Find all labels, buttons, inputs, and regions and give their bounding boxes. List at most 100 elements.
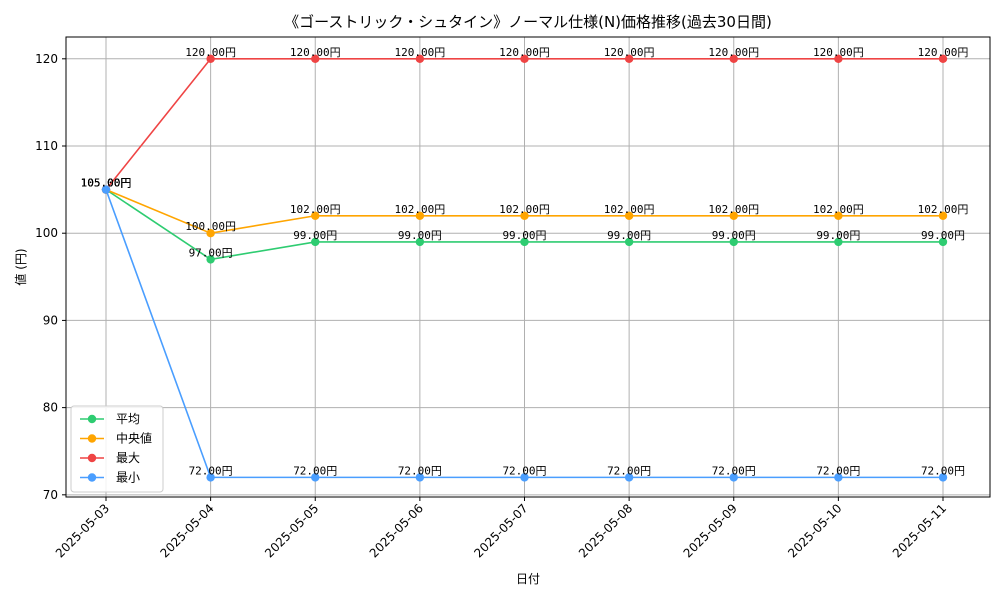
data-label: 99.00円: [502, 229, 546, 242]
y-tick-label: 90: [43, 313, 58, 327]
data-label: 120.00円: [813, 46, 864, 59]
data-point: [938, 473, 948, 482]
legend-box: [70, 405, 164, 493]
data-point: [834, 54, 843, 64]
legend-marker: [87, 473, 97, 482]
data-point: [729, 473, 738, 482]
y-tick-label: 70: [43, 488, 58, 502]
data-label: 99.00円: [816, 229, 860, 242]
data-labels: 105.00円 97.00円 99.00円 99.00円 99.00円 99.00円 99.…: [81, 46, 969, 478]
series-最小: [101, 185, 948, 482]
legend-label: 最大: [116, 451, 140, 465]
data-label: 102.00円: [813, 203, 864, 216]
data-point: [624, 54, 634, 64]
data-point: [624, 211, 634, 220]
data-label: 99.00円: [398, 229, 442, 242]
data-label: 72.00円: [189, 464, 233, 477]
data-label: 102.00円: [395, 203, 446, 216]
data-label: 72.00円: [712, 464, 756, 477]
data-label: 120.00円: [185, 46, 236, 59]
data-label: 102.00円: [708, 203, 759, 216]
y-tick-label: 120: [35, 52, 58, 66]
legend-marker: [87, 414, 97, 424]
data-label: 99.00円: [293, 229, 337, 242]
data-point: [729, 237, 738, 247]
data-label: 105.00円: [81, 177, 132, 190]
data-point: [938, 211, 948, 220]
data-point: [206, 473, 215, 482]
data-label: 105.00円: [81, 177, 132, 190]
x-tick-label: 2025-05-08: [576, 501, 635, 560]
data-label: 120.00円: [918, 46, 969, 59]
series-中央値: [101, 185, 948, 238]
series-平均: [101, 185, 948, 264]
data-label: 120.00円: [290, 46, 341, 59]
data-point: [415, 473, 425, 482]
data-label: 97.00円: [189, 246, 233, 259]
data-point: [520, 54, 529, 64]
data-point: [311, 54, 320, 64]
data-label: 120.00円: [499, 46, 550, 59]
y-axis-label: 値 (円): [13, 248, 28, 285]
x-tick-label: 2025-05-07: [471, 501, 530, 560]
x-tick-label: 2025-05-06: [367, 501, 426, 560]
data-point: [729, 54, 738, 64]
data-point: [415, 237, 425, 247]
data-point: [624, 473, 634, 482]
data-point: [938, 237, 948, 247]
data-label: 120.00円: [604, 46, 655, 59]
data-point: [206, 54, 215, 64]
data-point: [834, 237, 843, 247]
data-point: [624, 237, 634, 247]
data-point: [729, 211, 738, 220]
data-label: 72.00円: [293, 464, 337, 477]
legend-entry: 平均: [80, 412, 140, 426]
data-label: 105.00円: [81, 177, 132, 190]
legend-label: 最小: [116, 471, 140, 485]
data-label: 100.00円: [185, 220, 236, 233]
data-point: [311, 211, 320, 220]
data-label: 72.00円: [607, 464, 651, 477]
data-label: 72.00円: [816, 464, 860, 477]
data-point: [311, 473, 320, 482]
data-point: [415, 211, 425, 220]
data-point: [206, 229, 215, 238]
data-label: 102.00円: [499, 203, 550, 216]
y-tick-label: 100: [35, 226, 58, 240]
data-label: 99.00円: [921, 229, 965, 242]
x-tick-label: 2025-05-04: [158, 501, 217, 560]
data-point: [206, 255, 215, 264]
legend-entry: 中央値: [80, 431, 152, 446]
data-point: [834, 211, 843, 220]
legend-marker: [87, 453, 97, 463]
data-point: [834, 473, 843, 482]
legend-label: 平均: [116, 412, 140, 426]
data-label: 120.00円: [395, 46, 446, 59]
axis-ticks: 70 80 90 100 110 120 2025-05-03 2025-05-04 2025-…: [35, 52, 949, 561]
data-point: [415, 54, 425, 64]
data-label: 72.00円: [921, 464, 965, 477]
data-label: 99.00円: [607, 229, 651, 242]
plot-area-frame: [65, 36, 991, 498]
data-label: 72.00円: [502, 464, 546, 477]
data-point: [520, 237, 529, 247]
grid-lines: [66, 37, 990, 497]
data-point: [938, 54, 948, 64]
data-point: [520, 211, 529, 220]
legend-entry: 最大: [80, 451, 140, 465]
data-label: 72.00円: [398, 464, 442, 477]
data-point: [311, 237, 320, 247]
y-tick-label: 80: [43, 401, 58, 415]
series-layer: [101, 54, 948, 482]
x-tick-label: 2025-05-10: [785, 501, 844, 560]
x-tick-label: 2025-05-09: [681, 501, 740, 560]
data-label: 102.00円: [290, 203, 341, 216]
data-label: 99.00円: [712, 229, 756, 242]
chart-title: 《ゴーストリック・シュタイン》ノーマル仕様(N)価格推移(過去30日間): [284, 13, 772, 31]
data-label: 102.00円: [918, 203, 969, 216]
data-label: 102.00円: [604, 203, 655, 216]
legend-marker: [87, 434, 97, 443]
data-label: 120.00円: [708, 46, 759, 59]
